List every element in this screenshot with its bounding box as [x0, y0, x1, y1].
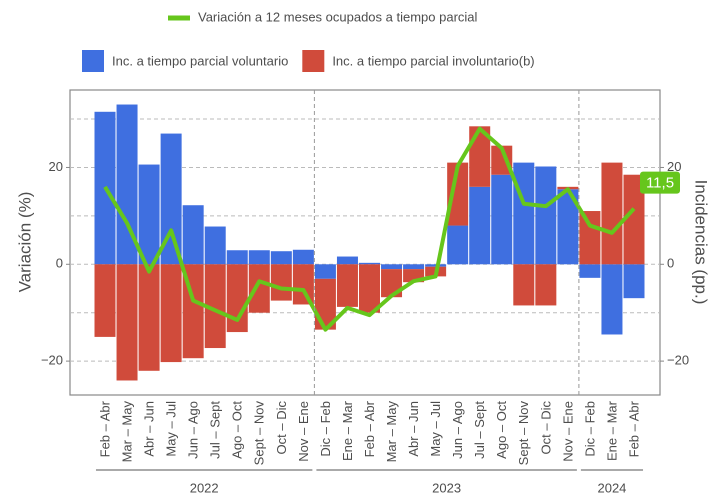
bar	[513, 264, 535, 306]
bar	[138, 264, 160, 371]
bar	[623, 174, 645, 265]
bar	[381, 264, 403, 270]
bar	[601, 162, 623, 265]
line	[103, 126, 636, 332]
year-label: 2023	[432, 480, 461, 495]
x-tick-label: Jul – Sept	[208, 401, 223, 459]
x-tick-label: Feb – Abr	[626, 400, 641, 457]
x-tick-label: Dic – Feb	[318, 401, 333, 457]
x-tick-label: Ago – Oct	[230, 401, 245, 459]
x-tick-label: Nov – Ene	[560, 401, 575, 462]
bar	[403, 264, 425, 270]
value-label-box	[640, 171, 680, 194]
x-tick-label: Mar – May	[119, 401, 134, 463]
y-tick-label: 20	[49, 159, 63, 174]
bar	[623, 264, 645, 299]
bar	[359, 264, 380, 313]
legend-label: Variación a 12 meses ocupados a tiempo p…	[198, 9, 478, 24]
x-tick-label: Feb – Abr	[97, 400, 112, 457]
bar	[359, 262, 380, 265]
bar	[336, 264, 358, 307]
x-tick-label: Mar – May	[384, 401, 399, 463]
y-tick-label: −20	[41, 353, 63, 368]
bar	[204, 264, 226, 349]
year-label: 2022	[190, 480, 219, 495]
bar	[535, 166, 557, 265]
y2-tick-label: 0	[667, 256, 674, 271]
bar	[248, 250, 270, 265]
bar	[491, 174, 513, 265]
legend-swatch	[82, 50, 104, 72]
bar	[116, 264, 138, 381]
x-tick-label: Ago – Oct	[494, 401, 509, 459]
bar	[425, 264, 447, 267]
bar	[292, 249, 314, 265]
value-label: 11,5	[646, 175, 674, 192]
bar	[601, 264, 623, 335]
y-axis-title: Variación (%)	[15, 192, 34, 293]
legend-label: Inc. a tiempo parcial voluntario	[112, 53, 288, 68]
bar	[314, 264, 336, 279]
bar	[226, 250, 248, 265]
y2-tick-label: −20	[667, 353, 689, 368]
y2-tick-label: 20	[667, 159, 681, 174]
x-tick-label: Oct – Dic	[274, 401, 289, 455]
year-label: 2024	[597, 480, 626, 495]
bar	[469, 186, 491, 265]
bar	[336, 256, 358, 265]
bar	[204, 226, 226, 265]
bar	[447, 225, 469, 265]
x-tick-label: Jun – Ago	[186, 401, 201, 459]
x-tick-label: Sept – Nov	[516, 401, 531, 466]
bar	[116, 104, 138, 265]
bar	[513, 162, 535, 265]
bar	[447, 162, 469, 226]
x-tick-label: Ene – Mar	[604, 400, 619, 461]
bar	[535, 264, 557, 306]
bar	[182, 205, 204, 265]
y-tick-label: 0	[56, 256, 63, 271]
x-tick-label: Sept – Nov	[252, 401, 267, 466]
x-tick-label: Ene – Mar	[340, 400, 355, 461]
y2-axis-title: Incidencias (pp.)	[692, 180, 711, 305]
bar	[270, 264, 292, 301]
legend-label: Inc. a tiempo parcial involuntario(b)	[332, 53, 534, 68]
bar	[579, 264, 601, 278]
x-tick-label: May – Jul	[164, 401, 179, 457]
x-tick-label: Oct – Dic	[538, 401, 553, 455]
bar	[491, 145, 513, 175]
x-tick-label: Abr – Jun	[406, 401, 421, 457]
bar	[160, 133, 182, 265]
x-tick-label: Jun – Ago	[450, 401, 465, 459]
bar	[94, 264, 116, 337]
x-tick-label: Nov – Ene	[296, 401, 311, 462]
bar	[138, 164, 160, 265]
legend-swatch	[302, 50, 325, 72]
x-tick-label: Feb – Abr	[362, 400, 377, 457]
bar	[248, 264, 270, 313]
x-tick-label: Dic – Feb	[582, 401, 597, 457]
bar	[270, 251, 292, 265]
bar	[557, 189, 579, 265]
bar	[292, 264, 314, 305]
x-tick-label: Abr – Jun	[142, 401, 157, 457]
x-tick-label: Jul – Sept	[472, 401, 487, 459]
bar	[579, 211, 601, 265]
x-tick-label: May – Jul	[428, 401, 443, 457]
bar	[226, 264, 248, 333]
plot-frame	[69, 89, 661, 396]
bar	[160, 264, 182, 363]
